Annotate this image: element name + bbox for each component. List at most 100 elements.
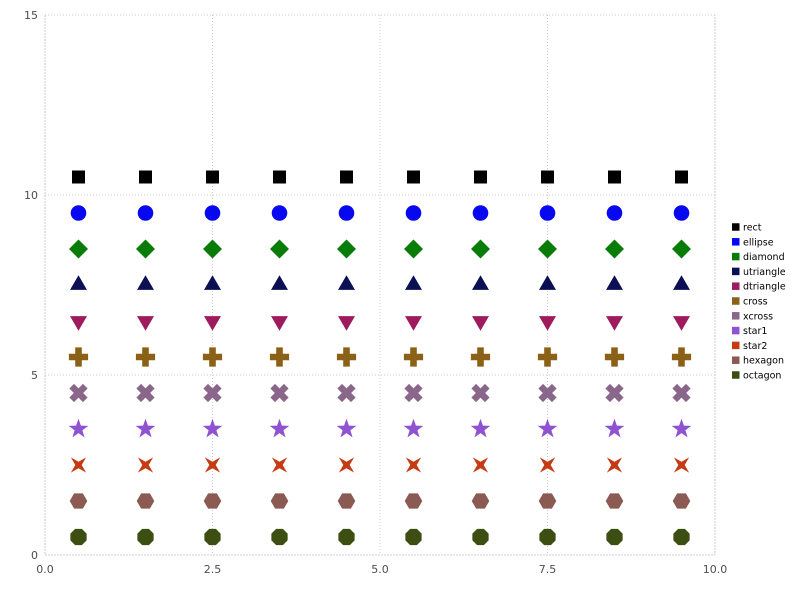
marker-hexagon [538, 493, 557, 509]
legend-label-ellipse: ellipse [743, 237, 774, 248]
marker-diamond [471, 239, 490, 259]
marker-utriangle [405, 275, 422, 290]
marker-utriangle [137, 275, 154, 290]
marker-cross [604, 347, 625, 367]
marker-cross [537, 347, 558, 367]
legend-swatch-hexagon [732, 356, 740, 364]
marker-xcross [337, 383, 356, 403]
marker-xcross [270, 383, 289, 403]
marker-cross [68, 347, 89, 367]
marker-diamond [270, 239, 289, 259]
marker-cross [202, 347, 223, 367]
marker-diamond [538, 239, 557, 259]
marker-dtriangle [405, 316, 422, 331]
marker-hexagon [270, 493, 289, 509]
marker-octagon [606, 528, 623, 546]
marker-star1 [269, 418, 290, 438]
legend-item-hexagon: hexagon [732, 356, 784, 367]
marker-hexagon [404, 493, 423, 509]
legend-label-octagon: octagon [743, 371, 781, 382]
legend-label-star2: star2 [743, 341, 767, 352]
series-hexagon [69, 493, 691, 509]
legend-label-star1: star1 [743, 326, 767, 337]
legend-swatch-utriangle [732, 267, 740, 276]
marker-dtriangle [70, 316, 87, 331]
marker-cross [671, 347, 692, 367]
marker-dtriangle [204, 316, 221, 331]
legend: rect ellipse diamond utriangle dtriangle cros… [732, 223, 786, 382]
marker-utriangle [338, 275, 355, 290]
series-dtriangle [70, 316, 690, 331]
marker-rect [608, 170, 621, 184]
plot-frame [44, 14, 716, 556]
x-tick-label: 7.5 [539, 563, 557, 576]
y-tick-label: 5 [31, 369, 38, 382]
marker-star1 [470, 418, 491, 438]
marker-rect [407, 170, 420, 184]
legend-swatch-cross [732, 297, 740, 305]
marker-ellipse [338, 205, 355, 221]
marker-ellipse [472, 205, 489, 221]
marker-dtriangle [137, 316, 154, 331]
marker-star2 [405, 457, 422, 473]
series-utriangle [70, 275, 690, 290]
marker-ellipse [271, 205, 288, 221]
marker-star2 [70, 457, 87, 473]
marker-utriangle [70, 275, 87, 290]
legend-label-cross: cross [743, 297, 768, 308]
marker-utriangle [204, 275, 221, 290]
marker-xcross [69, 383, 88, 403]
legend-item-diamond: diamond [732, 252, 785, 263]
marker-diamond [337, 239, 356, 259]
marker-hexagon [471, 493, 490, 509]
marker-diamond [69, 239, 88, 259]
marker-ellipse [673, 205, 690, 221]
legend-item-ellipse: ellipse [732, 237, 774, 248]
marker-star2 [539, 457, 556, 473]
marker-octagon [70, 528, 87, 546]
legend-swatch-rect [732, 223, 740, 231]
marker-ellipse [204, 205, 221, 221]
marker-xcross [203, 383, 222, 403]
legend-label-diamond: diamond [743, 252, 785, 263]
marker-octagon [204, 528, 221, 546]
legend-swatch-xcross [732, 312, 740, 320]
series-star2 [70, 457, 690, 473]
legend-item-dtriangle: dtriangle [732, 282, 786, 293]
legend-swatch-star1 [732, 326, 740, 335]
marker-utriangle [606, 275, 623, 290]
legend-swatch-star2 [732, 341, 740, 350]
marker-star2 [606, 457, 623, 473]
marker-octagon [338, 528, 355, 546]
marker-star2 [204, 457, 221, 473]
marker-xcross [471, 383, 490, 403]
marker-cross [403, 347, 424, 367]
marker-rect [474, 170, 487, 184]
legend-label-xcross: xcross [743, 311, 773, 322]
legend-label-rect: rect [743, 223, 762, 234]
marker-hexagon [136, 493, 155, 509]
legend-item-xcross: xcross [732, 311, 773, 322]
marker-rect [206, 170, 219, 184]
marker-ellipse [137, 205, 154, 221]
x-tick-label: 0.0 [36, 563, 54, 576]
legend-item-rect: rect [732, 223, 762, 234]
marker-octagon [405, 528, 422, 546]
marker-diamond [404, 239, 423, 259]
marker-xcross [672, 383, 691, 403]
marker-star1 [671, 418, 692, 438]
legend-swatch-diamond [732, 252, 740, 261]
marker-star1 [135, 418, 156, 438]
marker-octagon [271, 528, 288, 546]
marker-star1 [336, 418, 357, 438]
marker-xcross [605, 383, 624, 403]
marker-utriangle [472, 275, 489, 290]
marker-octagon [137, 528, 154, 546]
legend-item-cross: cross [732, 297, 768, 308]
marker-cross [269, 347, 290, 367]
marker-dtriangle [673, 316, 690, 331]
marker-rect [273, 170, 286, 184]
marker-rect [139, 170, 152, 184]
series-cross [68, 347, 692, 367]
